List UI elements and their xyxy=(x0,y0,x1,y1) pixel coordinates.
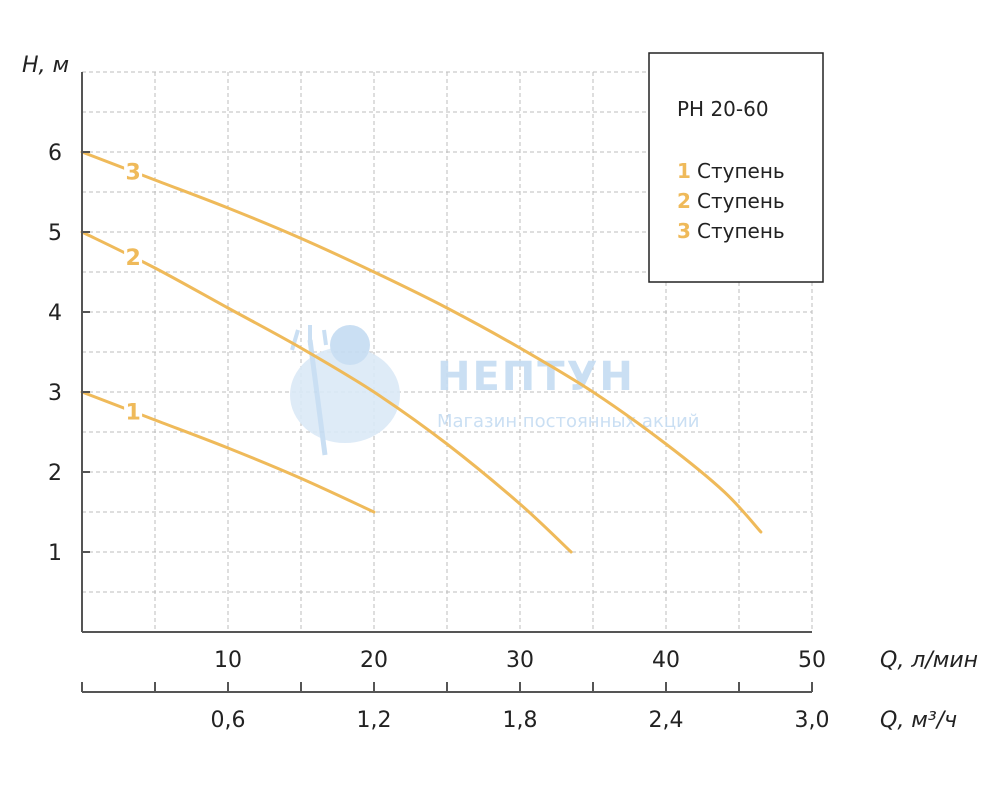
legend-item-label: Ступень xyxy=(697,189,785,213)
watermark-subtitle: Магазин постоянных акций xyxy=(437,411,700,432)
y-tick-label: 4 xyxy=(48,301,62,326)
grid xyxy=(82,71,813,632)
series-label-bg xyxy=(124,156,143,185)
x-axis-title: Q, л/мин xyxy=(880,648,978,673)
watermark: НЕПТУН Магазин постоянных акций xyxy=(290,325,700,456)
series-label-1: 1 xyxy=(125,401,140,426)
legend-item: 3 Ступень xyxy=(677,219,785,243)
legend-item-label: Ступень xyxy=(697,219,785,243)
y-tick-label: 3 xyxy=(48,381,62,406)
series-line-3 xyxy=(80,150,763,534)
y-tick-label: 6 xyxy=(48,141,62,166)
series-label-3: 3 xyxy=(125,161,140,186)
legend-item-number: 2 xyxy=(677,189,691,213)
y-tick-label: 5 xyxy=(48,221,62,246)
y-tick-label: 2 xyxy=(48,461,62,486)
watermark-title: НЕПТУН xyxy=(437,354,635,400)
x2-ticks: 0,6 1,2 1,8 2,4 3,0 xyxy=(81,682,830,733)
legend-item: 1 Ступень xyxy=(677,159,785,183)
legend-item: 2 Ступень xyxy=(677,189,785,213)
x-tick-label: 50 xyxy=(798,648,826,673)
legend-item-label: Ступень xyxy=(697,159,785,183)
legend-box xyxy=(648,52,824,283)
series-label-bg xyxy=(124,396,143,425)
curve-labels: 1 2 3 xyxy=(124,156,143,426)
x-tick-label: 20 xyxy=(360,648,388,673)
neptune-logo-icon xyxy=(290,325,400,456)
y-axis-title: H, м xyxy=(22,53,69,78)
x-tick-label: 30 xyxy=(506,648,534,673)
legend-title: PH 20-60 xyxy=(677,97,769,121)
x-tick-label: 40 xyxy=(652,648,680,673)
x2-axis-title: Q, м³/ч xyxy=(880,708,957,733)
legend: PH 20-60 1 Ступень 2 Ступень 3 Ступень xyxy=(648,52,824,283)
series-label-2: 2 xyxy=(125,246,140,271)
series-label-bg xyxy=(124,242,143,271)
x2-tick-label: 3,0 xyxy=(795,708,830,733)
y-ticks: 1 2 3 4 5 6 xyxy=(48,141,90,566)
x2-tick-label: 1,2 xyxy=(357,708,392,733)
x2-tick-label: 0,6 xyxy=(211,708,246,733)
x-tick-label: 10 xyxy=(214,648,242,673)
x-ticks: 10 20 30 40 50 xyxy=(214,648,826,673)
legend-item-number: 3 xyxy=(677,219,691,243)
legend-item-number: 1 xyxy=(677,159,691,183)
y-tick-label: 1 xyxy=(48,541,62,566)
series-line-2 xyxy=(80,230,573,554)
x2-tick-label: 2,4 xyxy=(649,708,684,733)
x2-tick-label: 1,8 xyxy=(503,708,538,733)
